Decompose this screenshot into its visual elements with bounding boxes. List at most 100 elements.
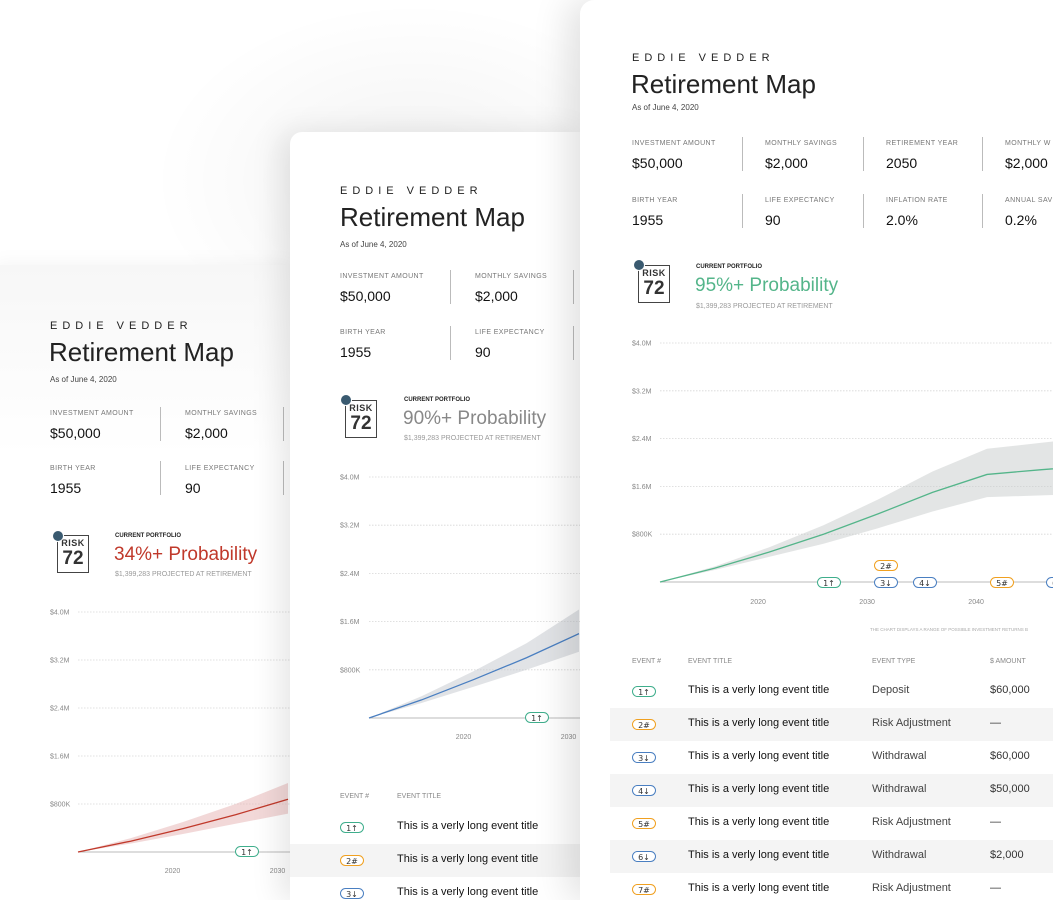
projection-chart: $4.0M $3.2M $2.4M $1.6M $800K 2020 2030	[340, 475, 585, 741]
stat-value: $2,000	[765, 155, 808, 171]
avatar-icon	[340, 394, 352, 406]
event-title: This is a verly long event title	[688, 717, 830, 729]
y-tick-label: $800K	[50, 802, 71, 809]
table-row[interactable]: 4↓ This is a verly long event title Withdr…	[610, 774, 1053, 807]
page-title: Retirement Map	[49, 337, 234, 367]
event-amount: —	[990, 717, 1001, 729]
event-title: This is a verly long event title	[688, 882, 830, 894]
stat-value: 0.2%	[1005, 212, 1037, 228]
probability: 95%+ Probability	[695, 275, 839, 296]
y-tick-label: $3.2M	[50, 658, 70, 665]
x-tick-label: 2020	[165, 868, 181, 875]
event-title: This is a verly long event title	[688, 684, 830, 696]
stat-label: LIFE EXPECTANCY	[765, 197, 835, 204]
event-amount: $2,000	[990, 849, 1024, 861]
divider	[863, 194, 864, 228]
event-number-badge: 1↑	[632, 686, 656, 697]
table-row[interactable]: 3↓ This is a verly long event title	[290, 877, 585, 900]
table-header-event-type: EVENT TYPE	[872, 658, 916, 665]
projection-line	[368, 633, 580, 719]
timeline-event-marker[interactable]: 1↑	[525, 712, 549, 723]
table-row[interactable]: 2# This is a verly long event title	[290, 844, 585, 877]
stat-label: MONTHLY W	[1005, 140, 1051, 147]
x-tick-label: 2020	[750, 599, 766, 606]
page-title: Retirement Map	[631, 69, 816, 99]
divider	[863, 137, 864, 171]
risk-score: 72	[350, 413, 372, 434]
event-title: This is a verly long event title	[397, 853, 539, 865]
stat-value: $50,000	[340, 288, 391, 304]
event-type: Withdrawal	[872, 849, 927, 861]
divider	[573, 326, 574, 360]
event-number-badge: 4↓	[632, 785, 656, 796]
projected-amount: $1,399,283 PROJECTED AT RETIREMENT	[404, 435, 541, 442]
stat-value: $50,000	[632, 155, 683, 171]
stat-label: BIRTH YEAR	[340, 329, 386, 336]
event-type: Risk Adjustment	[872, 717, 951, 729]
stat-value: $2,000	[475, 288, 518, 304]
event-number-badge: 2#	[340, 855, 364, 866]
client-name: EDDIE VEDDER	[50, 320, 193, 332]
event-type: Risk Adjustment	[872, 816, 951, 828]
timeline-event-marker[interactable]: 1↑	[817, 577, 841, 588]
table-header-event-title: EVENT TITLE	[397, 793, 442, 800]
stat-value: $2,000	[1005, 155, 1048, 171]
event-amount: —	[990, 882, 1001, 894]
event-number-badge: 6↓	[632, 851, 656, 862]
divider	[742, 137, 743, 171]
x-tick-label: 2030	[561, 734, 577, 741]
event-number-badge: 2#	[632, 719, 656, 730]
table-row[interactable]: 5# This is a verly long event title Risk A…	[610, 807, 1053, 840]
timeline-event-marker[interactable]: 3↓	[874, 577, 898, 588]
divider	[283, 461, 284, 495]
projection-chart: $4.0M $3.2M $2.4M $1.6M $800K 2020 2030 2040	[632, 341, 1053, 606]
divider	[450, 326, 451, 360]
table-row[interactable]: 7# This is a verly long event title Risk A…	[610, 873, 1053, 900]
projection-chart: $4.0M $3.2M $2.4M $1.6M $800K 2020 2030	[50, 610, 300, 875]
table-row[interactable]: 1↑ This is a verly long event title	[290, 811, 585, 844]
table-header-event-num: EVENT #	[632, 658, 662, 665]
y-tick-label: $1.6M	[50, 754, 70, 761]
stat-label: RETIREMENT YEAR	[886, 140, 959, 147]
table-row[interactable]: 2# This is a verly long event title Risk A…	[610, 708, 1053, 741]
event-amount: $60,000	[990, 684, 1030, 696]
current-portfolio-label: CURRENT PORTFOLIO	[115, 533, 181, 539]
table-row[interactable]: 1↑ This is a verly long event title Deposi…	[610, 675, 1053, 708]
event-type: Withdrawal	[872, 750, 927, 762]
timeline-event-marker[interactable]: 4↓	[913, 577, 937, 588]
divider	[573, 270, 574, 304]
retirement-map-card-1: EDDIE VEDDER Retirement Map As of June 4…	[0, 265, 300, 900]
projection-line	[659, 468, 1053, 583]
stat-label: INVESTMENT AMOUNT	[632, 140, 716, 147]
timeline-event-marker[interactable]: 5#	[990, 577, 1014, 588]
table-header-event-num: EVENT #	[340, 793, 370, 800]
timeline-event-marker[interactable]: 1↑	[235, 846, 259, 857]
retirement-map-card-3: EDDIE VEDDER Retirement Map As of June 4…	[580, 0, 1053, 900]
event-type: Deposit	[872, 684, 910, 696]
event-title: This is a verly long event title	[397, 820, 539, 832]
stat-label: LIFE EXPECTANCY	[475, 329, 545, 336]
stat-value: 90	[475, 344, 491, 360]
probability: 34%+ Probability	[114, 544, 258, 565]
risk-score-badge: RISK 72	[57, 535, 89, 573]
event-title: This is a verly long event title	[688, 783, 830, 795]
event-number-badge: 7#	[632, 884, 656, 895]
table-row[interactable]: 6↓ This is a verly long event title Withdr…	[610, 840, 1053, 873]
projected-amount: $1,399,283 PROJECTED AT RETIREMENT	[115, 571, 252, 578]
y-tick-label: $2.4M	[632, 436, 652, 443]
client-name: EDDIE VEDDER	[340, 185, 483, 197]
stat-value: 90	[765, 212, 781, 228]
confidence-band	[78, 783, 288, 852]
event-type: Risk Adjustment	[872, 882, 951, 894]
projected-amount: $1,399,283 PROJECTED AT RETIREMENT	[696, 303, 833, 310]
table-row[interactable]: 3↓ This is a verly long event title Withdr…	[610, 741, 1053, 774]
timeline-event-marker[interactable]: 6↓	[1046, 577, 1053, 588]
event-type: Withdrawal	[872, 783, 927, 795]
divider	[160, 407, 161, 441]
event-number-badge: 5#	[632, 818, 656, 829]
y-tick-label: $800K	[632, 532, 653, 539]
risk-label: RISK	[61, 538, 85, 548]
x-tick-label: 2040	[968, 599, 984, 606]
divider	[742, 194, 743, 228]
timeline-event-marker[interactable]: 2#	[874, 560, 898, 571]
